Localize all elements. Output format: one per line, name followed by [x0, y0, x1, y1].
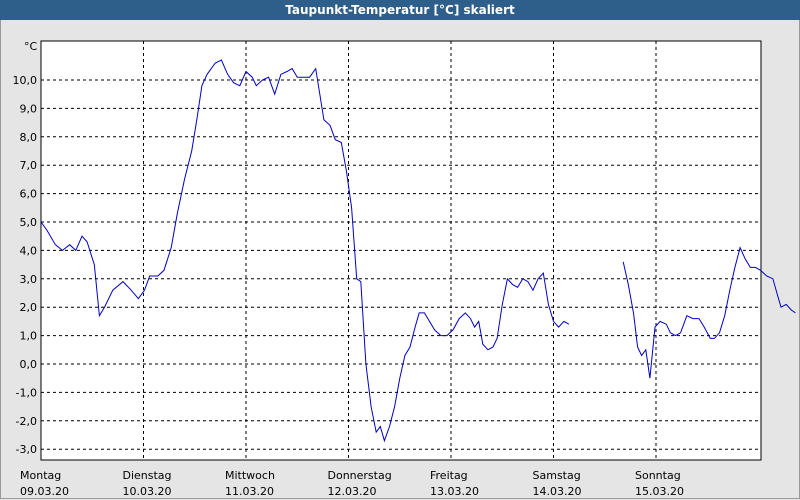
x-tick-date-label: 10.03.20	[123, 485, 172, 498]
series-line	[40, 59, 570, 443]
y-tick-label: 1,0	[20, 330, 38, 343]
x-tick-date-label: 09.03.20	[20, 485, 69, 498]
x-tick-date-label: 14.03.20	[533, 485, 582, 498]
y-tick-label: 3,0	[20, 273, 38, 286]
grid	[41, 41, 761, 460]
chart-title: Taupunkt-Temperatur [°C] skaliert	[0, 0, 800, 20]
y-tick-label: 6,0	[20, 188, 38, 201]
y-tick-label: 2,0	[20, 301, 38, 314]
x-tick-day-label: Mittwoch	[225, 469, 275, 482]
series-line	[622, 246, 796, 379]
x-tick-labels: Montag 09.03.20 Dienstag 10.03.20 Mittwoch 11…	[20, 469, 684, 498]
x-tick-day-label: Samstag	[533, 469, 581, 482]
x-tick-day-label: Donnerstag	[328, 469, 392, 482]
x-tick-date-label: 15.03.20	[635, 485, 684, 498]
x-tick-day-label: Montag	[20, 469, 61, 482]
y-tick-labels: 10,0 9,0 8,0 7,0 6,0 5,0 4,0 3,0 2,0 1,0 0,0 -1,0 -2…	[13, 74, 38, 456]
x-tick-date-label: 12.03.20	[328, 485, 377, 498]
y-tick-label: 5,0	[20, 216, 38, 229]
y-axis-label: °C	[24, 40, 38, 53]
y-tick-label: 4,0	[20, 244, 38, 257]
x-tick-day-label: Dienstag	[123, 469, 172, 482]
y-tick-label: 10,0	[13, 74, 38, 87]
y-tick-label: -1,0	[16, 386, 37, 399]
x-tick-day-label: Freitag	[430, 469, 468, 482]
x-tick-date-label: 11.03.20	[225, 485, 274, 498]
x-tick-day-label: Sonntag	[635, 469, 681, 482]
y-tick-label: -2,0	[16, 415, 37, 428]
series-group	[40, 59, 796, 443]
y-tick-label: 0,0	[20, 358, 38, 371]
y-tick-label: -3,0	[16, 443, 37, 456]
y-tick-label: 8,0	[20, 131, 38, 144]
y-tick-label: 9,0	[20, 102, 38, 115]
y-tick-label: 7,0	[20, 159, 38, 172]
x-tick-date-label: 13.03.20	[430, 485, 479, 498]
